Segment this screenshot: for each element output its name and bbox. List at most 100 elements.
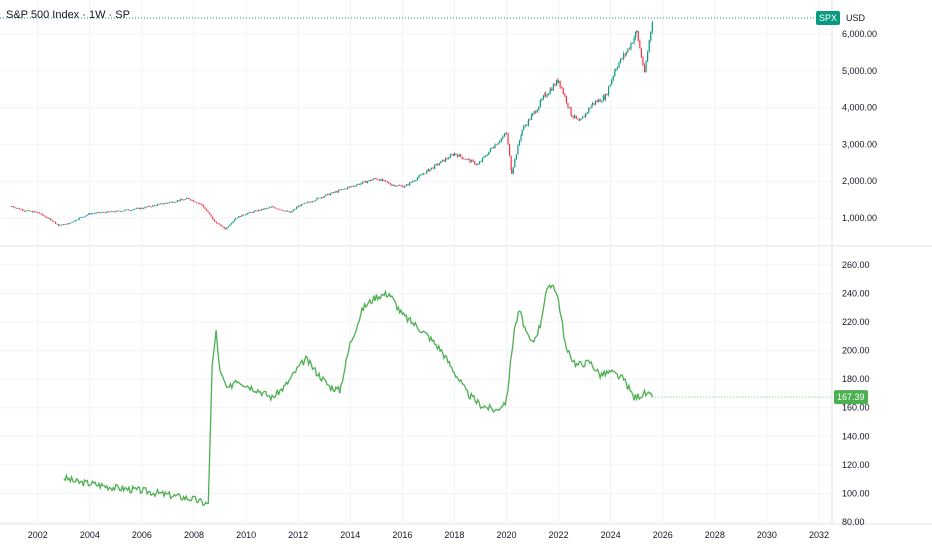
price-candle-body	[472, 160, 474, 162]
price-candle-body	[650, 31, 652, 41]
price-candle-body	[531, 113, 534, 116]
price-candle-body	[50, 219, 52, 221]
price-candle-body	[365, 180, 367, 183]
time-axis-tick: 2016	[392, 530, 412, 540]
price-candle-body	[340, 189, 342, 191]
price-scale-settings[interactable]: SPX USD	[816, 7, 926, 29]
price-candle-body	[232, 221, 234, 223]
price-candle-body	[67, 223, 69, 225]
price-candle-body	[192, 199, 195, 202]
time-axis-tick: 2032	[809, 530, 829, 540]
price-candle-body	[559, 80, 561, 87]
price-candle-body	[329, 193, 332, 196]
price-candle-body	[205, 208, 208, 211]
price-candle-body	[222, 226, 224, 228]
price-candle-body	[402, 185, 404, 188]
price-candle-body	[116, 210, 119, 212]
price-candle-body	[199, 203, 201, 204]
price-candle-body	[319, 197, 321, 199]
price-candle-body	[213, 219, 215, 221]
price-candle-body	[262, 208, 264, 210]
price-axis-tick: 6,000.00	[842, 29, 877, 39]
price-candle-body	[59, 224, 61, 226]
price-candle-body	[451, 154, 453, 156]
price-candle-body	[202, 204, 204, 208]
price-candle-body	[188, 198, 190, 200]
price-candle-body	[596, 101, 598, 103]
price-candle-body	[27, 210, 29, 212]
price-candle-body	[405, 184, 408, 186]
price-axis-tick: 4,000.00	[842, 103, 877, 113]
price-candle-body	[538, 106, 540, 111]
ratio-axis-tick: 140.00	[842, 431, 870, 441]
price-candle-body	[314, 200, 316, 201]
price-candle-body	[152, 205, 154, 207]
price-candle-body	[355, 184, 358, 187]
price-candle-body	[244, 214, 246, 216]
price-candle-body	[481, 157, 484, 162]
price-candle-body	[606, 94, 608, 95]
price-candle-body	[429, 169, 431, 172]
price-candle-body	[326, 193, 328, 195]
price-candle-body	[51, 220, 53, 222]
price-candle-body	[515, 154, 517, 160]
price-candle-body	[114, 211, 116, 213]
price-candle-body	[86, 214, 88, 216]
price-candle-body	[574, 115, 576, 118]
price-candle-body	[435, 163, 437, 165]
price-candle-body	[461, 156, 463, 159]
price-candle-body	[276, 208, 278, 210]
price-candle-body	[311, 201, 313, 203]
price-candle-body	[389, 183, 391, 185]
price-candle-body	[631, 42, 634, 44]
price-candle-body	[40, 213, 42, 215]
ratio-axis-tick: 120.00	[842, 460, 870, 470]
price-candle-body	[399, 185, 401, 187]
price-candle-body	[235, 218, 237, 220]
price-candle-body	[418, 175, 420, 178]
price-candle-body	[271, 206, 273, 208]
price-candle-body	[546, 95, 548, 97]
time-axis-tick: 2020	[496, 530, 516, 540]
price-candle-body	[274, 207, 276, 209]
price-candle-body	[54, 221, 57, 224]
price-candle-body	[616, 67, 619, 69]
price-candle-body	[444, 158, 447, 162]
price-candle-body	[92, 213, 94, 215]
price-candle-body	[64, 223, 66, 225]
price-candle-body	[310, 201, 312, 203]
time-axis-tick: 2002	[28, 530, 48, 540]
symbol-badge: SPX	[816, 11, 841, 25]
price-axis-tick: 1,000.00	[842, 213, 877, 223]
price-candle-body	[336, 191, 338, 193]
price-candle-body	[147, 205, 149, 207]
price-candle-body	[142, 208, 145, 210]
price-candle-body	[214, 220, 216, 222]
price-candle-body	[20, 209, 22, 211]
price-candle-body	[570, 106, 572, 116]
price-candle-body	[557, 80, 560, 83]
price-candle-body	[303, 203, 306, 204]
price-candle-body	[14, 207, 16, 208]
price-candle-body	[403, 186, 406, 188]
price-candle-body	[591, 104, 593, 108]
price-candle-body	[640, 48, 642, 58]
price-candle-body	[247, 213, 249, 215]
price-candle-body	[181, 199, 183, 200]
price-candle-body	[523, 126, 525, 130]
price-candle-body	[88, 213, 90, 215]
price-candle-body	[373, 178, 375, 180]
price-candle-body	[33, 211, 35, 213]
price-candle-body	[135, 208, 137, 210]
price-candle-body	[277, 208, 279, 210]
time-axis-tick: 2006	[132, 530, 152, 540]
price-candle-body	[292, 209, 295, 212]
price-candle-body	[499, 141, 501, 143]
price-candle-body	[56, 223, 58, 225]
price-candle-body	[421, 174, 423, 176]
price-candle-body	[129, 210, 131, 211]
price-candle-body	[57, 224, 60, 226]
price-candle-body	[480, 161, 482, 163]
price-candle-body	[604, 94, 607, 100]
